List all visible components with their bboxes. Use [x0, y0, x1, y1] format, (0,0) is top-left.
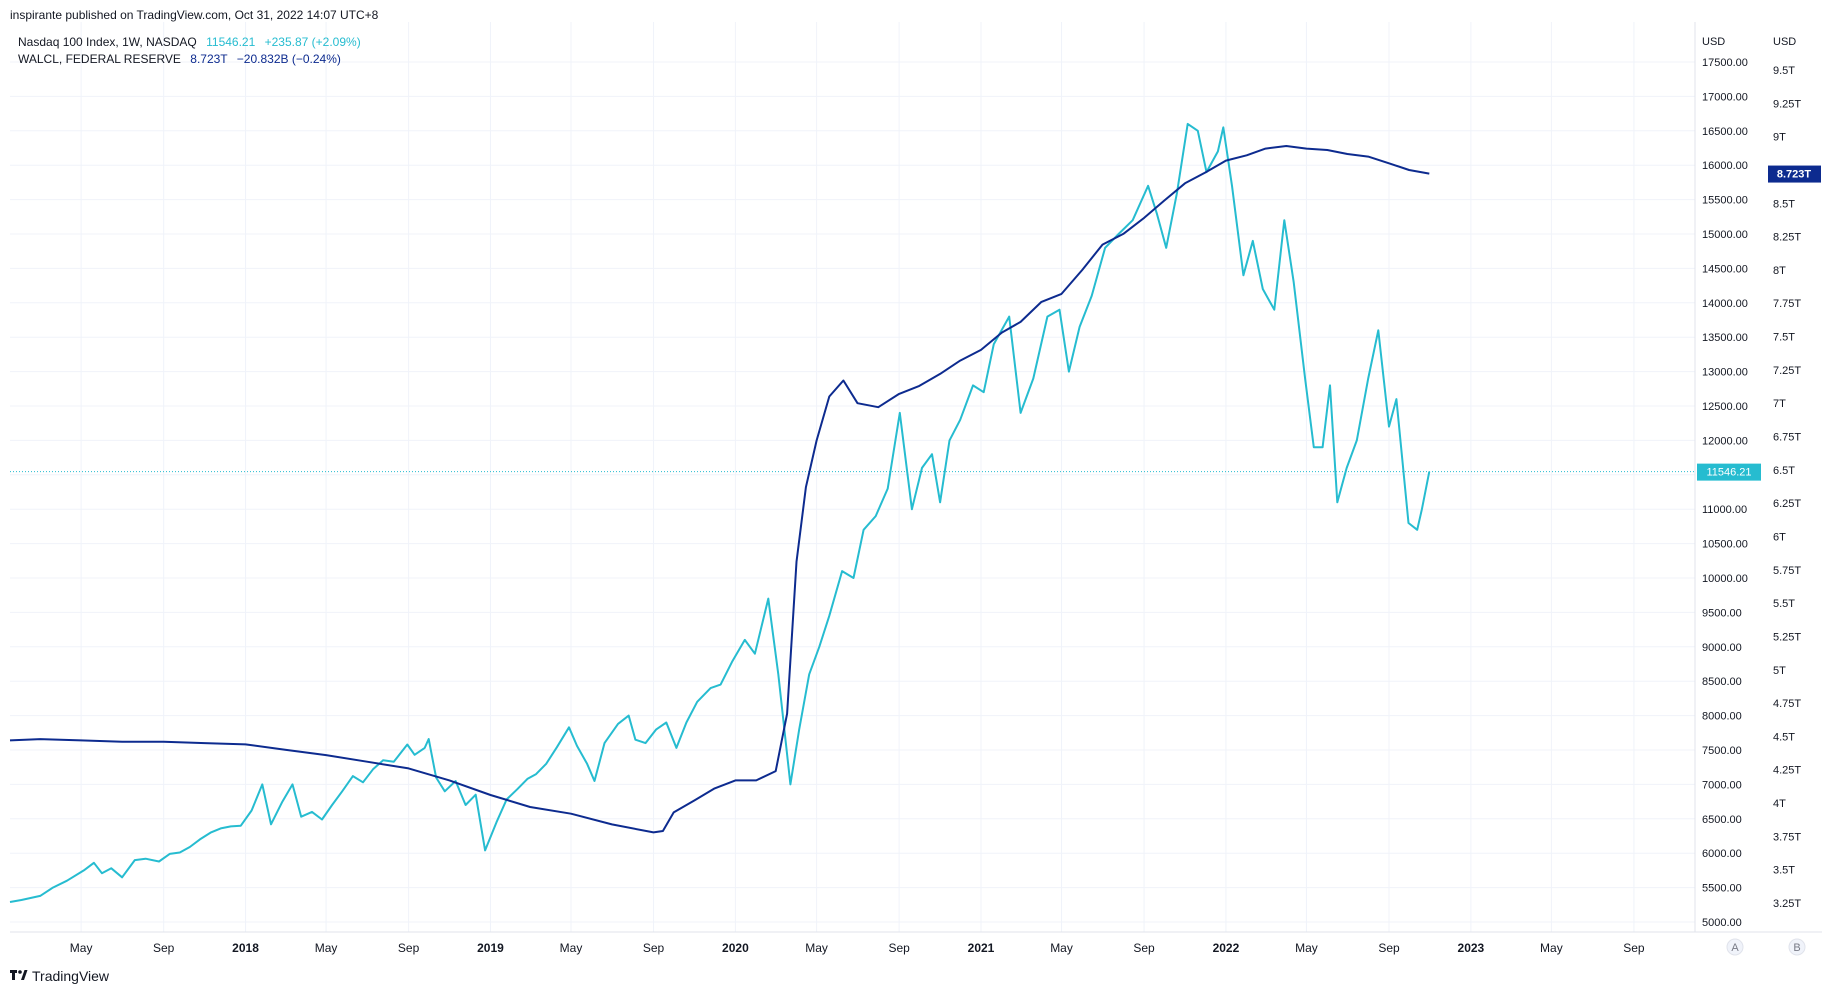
- y1-tick-label: 8000.00: [1702, 711, 1742, 723]
- y1-tick-label: 14500.00: [1702, 263, 1748, 275]
- y2-tick-label: 5.25T: [1773, 631, 1801, 643]
- y1-tick-label: 9000.00: [1702, 642, 1742, 654]
- y2-tick-label: 6.25T: [1773, 498, 1801, 510]
- legend-walcl-change: −20.832B (−0.24%): [236, 52, 341, 66]
- x-tick-label: May: [1540, 941, 1563, 955]
- x-tick-label: 2018: [232, 941, 259, 955]
- scale-button-a[interactable]: [1726, 938, 1744, 956]
- legend-nasdaq-value: 11546.21: [206, 35, 256, 49]
- x-tick-label: 2019: [477, 941, 504, 955]
- x-tick-label: May: [1295, 941, 1318, 955]
- x-tick-label: 2021: [968, 941, 995, 955]
- x-tick-label: Sep: [888, 941, 910, 955]
- legend-walcl-value: 8.723T: [190, 52, 228, 66]
- y1-tick-label: 17000.00: [1702, 91, 1748, 103]
- y2-unit-label: USD: [1773, 36, 1796, 48]
- tradingview-logo-icon: [10, 969, 28, 984]
- walcl-last-value: 8.723T: [1777, 169, 1812, 181]
- brand-name: TradingView: [32, 968, 110, 984]
- x-tick-label: May: [1050, 941, 1073, 955]
- y1-tick-label: 8500.00: [1702, 676, 1742, 688]
- y2-tick-label: 5.5T: [1773, 598, 1795, 610]
- y2-tick-label: 8.5T: [1773, 198, 1795, 210]
- y2-tick-label: 4.5T: [1773, 731, 1795, 743]
- y1-tick-label: 10000.00: [1702, 573, 1748, 585]
- y2-tick-label: 9.25T: [1773, 98, 1801, 110]
- y2-tick-label: 6.5T: [1773, 465, 1795, 477]
- x-tick-label: Sep: [1623, 941, 1645, 955]
- legend-walcl[interactable]: WALCL, FEDERAL RESERVE 8.723T −20.832B (…: [18, 52, 341, 66]
- y2-tick-label: 7.75T: [1773, 298, 1801, 310]
- legend-nasdaq-name: Nasdaq 100 Index, 1W, NASDAQ: [18, 35, 197, 49]
- y2-tick-label: 7T: [1773, 398, 1786, 410]
- x-tick-label: Sep: [643, 941, 665, 955]
- walcl-last-badge: [1768, 165, 1821, 183]
- y2-tick-label: 4.75T: [1773, 698, 1801, 710]
- legend-nasdaq-change: +235.87 (+2.09%): [264, 35, 361, 49]
- chart-axes: May Sep 2018 May Sep 2019 May Sep 2020 May Sep 2021…: [10, 22, 1822, 956]
- y1-tick-label: 7000.00: [1702, 779, 1742, 791]
- y2-tick-label: 5T: [1773, 665, 1786, 677]
- y1-tick-label: 12500.00: [1702, 401, 1748, 413]
- y1-tick-label: 15500.00: [1702, 195, 1748, 207]
- y2-tick-label: 4.25T: [1773, 765, 1801, 777]
- y1-tick-label: 13000.00: [1702, 367, 1748, 379]
- y1-tick-label: 5500.00: [1702, 883, 1742, 895]
- x-tick-label: Sep: [153, 941, 175, 955]
- y1-tick-label: 17500.00: [1702, 57, 1748, 69]
- x-tick-label: Sep: [1378, 941, 1400, 955]
- y2-tick-label: 9T: [1773, 132, 1786, 144]
- y2-tick-label: 8T: [1773, 265, 1786, 277]
- y1-tick-label: 16500.00: [1702, 126, 1748, 138]
- legend-nasdaq[interactable]: Nasdaq 100 Index, 1W, NASDAQ 11546.21 +2…: [18, 35, 361, 49]
- x-tick-label: Sep: [1133, 941, 1155, 955]
- y2-tick-label: 8.25T: [1773, 232, 1801, 244]
- y1-tick-label: 6500.00: [1702, 814, 1742, 826]
- x-tick-label: May: [315, 941, 338, 955]
- tradingview-brand[interactable]: TradingView: [10, 968, 109, 984]
- legend-walcl-name: WALCL, FEDERAL RESERVE: [18, 52, 181, 66]
- y1-tick-label: 9500.00: [1702, 607, 1742, 619]
- scale-button-b[interactable]: [1788, 938, 1806, 956]
- x-tick-label: May: [70, 941, 93, 955]
- x-tick-label: 2022: [1213, 941, 1240, 955]
- x-tick-label: 2020: [722, 941, 749, 955]
- y2-tick-label: 7.25T: [1773, 365, 1801, 377]
- x-tick-label: May: [805, 941, 828, 955]
- scale-button-a-label: A: [1731, 942, 1739, 954]
- publisher-caption: inspirante published on TradingView.com,…: [10, 8, 379, 22]
- y1-tick-label: 16000.00: [1702, 160, 1748, 172]
- y2-tick-label: 7.5T: [1773, 332, 1795, 344]
- y2-tick-label: 3.25T: [1773, 898, 1801, 910]
- y1-tick-label: 7500.00: [1702, 745, 1742, 757]
- y1-tick-label: 10500.00: [1702, 539, 1748, 551]
- y1-tick-label: 12000.00: [1702, 435, 1748, 447]
- nasdaq-last-badge: [1697, 463, 1761, 481]
- y2-tick-label: 9.5T: [1773, 65, 1795, 77]
- series-walcl-line[interactable]: [9, 145, 1430, 834]
- y1-tick-label: 15000.00: [1702, 229, 1748, 241]
- y1-tick-label: 5000.00: [1702, 917, 1742, 929]
- x-tick-label: 2023: [1458, 941, 1485, 955]
- chart-grid: [10, 22, 1695, 932]
- nasdaq-last-value: 11546.21: [1706, 467, 1751, 479]
- scale-button-b-label: B: [1793, 942, 1800, 954]
- y2-tick-label: 3.75T: [1773, 831, 1801, 843]
- y1-tick-label: 14000.00: [1702, 298, 1748, 310]
- y1-tick-label: 11000.00: [1702, 504, 1747, 516]
- x-tick-label: May: [560, 941, 583, 955]
- y1-unit-label: USD: [1702, 36, 1725, 48]
- y2-tick-label: 4T: [1773, 798, 1786, 810]
- x-tick-label: Sep: [398, 941, 420, 955]
- y2-tick-label: 5.75T: [1773, 565, 1801, 577]
- y2-tick-label: 6T: [1773, 531, 1786, 543]
- y2-tick-label: 6.75T: [1773, 432, 1801, 444]
- series-nasdaq-line[interactable]: [9, 122, 1431, 903]
- y1-tick-label: 6000.00: [1702, 848, 1742, 860]
- series-layer: [9, 122, 1431, 903]
- y1-tick-label: 13500.00: [1702, 332, 1748, 344]
- y2-tick-label: 3.5T: [1773, 865, 1795, 877]
